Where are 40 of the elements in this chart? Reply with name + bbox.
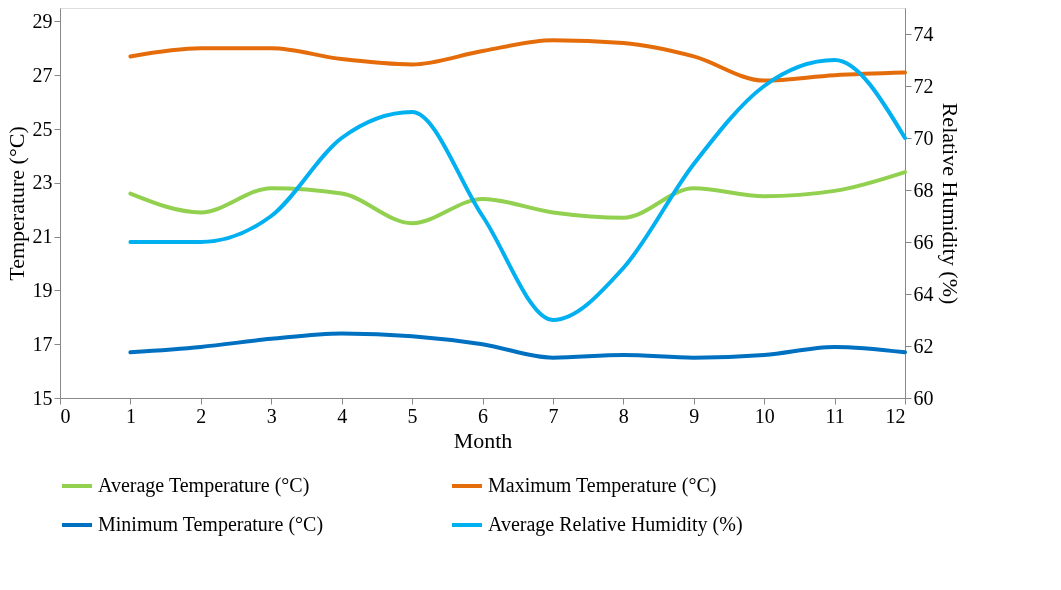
- legend-label: Maximum Temperature (°C): [488, 474, 717, 497]
- y2-tick-label: 70: [913, 126, 934, 149]
- x-tick-label: 0: [60, 404, 71, 427]
- line-series: [128, 331, 907, 360]
- y2-axis-title: Relative Humidity (%): [937, 102, 963, 305]
- line-series: [128, 170, 907, 226]
- x-tick-label: 11: [825, 404, 845, 427]
- y-tick-label: 15: [32, 386, 53, 409]
- x-tick-label: 7: [548, 404, 559, 427]
- x-axis-title: Month: [453, 427, 513, 453]
- y2-tick-label: 62: [913, 334, 934, 357]
- y2-tick-label: 74: [913, 22, 934, 45]
- y-tick-label: 27: [32, 63, 53, 86]
- x-tick-label: 10: [754, 404, 775, 427]
- x-tick-label: 5: [407, 404, 418, 427]
- y-tick-label: 17: [32, 332, 53, 355]
- x-tick-label: 3: [266, 404, 277, 427]
- line-series: [128, 58, 907, 322]
- x-tick-label: 6: [478, 404, 488, 427]
- y-tick-label: 19: [32, 278, 53, 301]
- x-tick-label: 8: [618, 404, 629, 427]
- x-tick-label: 1: [125, 404, 136, 427]
- x-tick-label: 12: [885, 404, 906, 427]
- legend-label: Average Relative Humidity (%): [488, 513, 743, 536]
- y2-tick-label: 64: [913, 282, 934, 305]
- y-tick-label: 25: [32, 117, 53, 140]
- y2-tick-label: 60: [913, 386, 934, 409]
- y-tick-label: 23: [32, 171, 53, 194]
- x-tick-label: 9: [689, 404, 700, 427]
- y2-tick-label: 68: [913, 178, 934, 201]
- line-series: [128, 38, 907, 83]
- y-axis-title: Temperature (°C): [3, 126, 29, 281]
- y2-tick-label: 72: [913, 74, 934, 97]
- x-tick-label: 2: [196, 404, 207, 427]
- legend-label: Minimum Temperature (°C): [98, 513, 324, 536]
- y2-tick-label: 66: [913, 230, 934, 253]
- y-tick-label: 29: [32, 9, 53, 32]
- x-tick-label: 4: [337, 404, 348, 427]
- y-tick-label: 21: [32, 225, 53, 248]
- legend-label: Average Temperature (°C): [98, 474, 310, 497]
